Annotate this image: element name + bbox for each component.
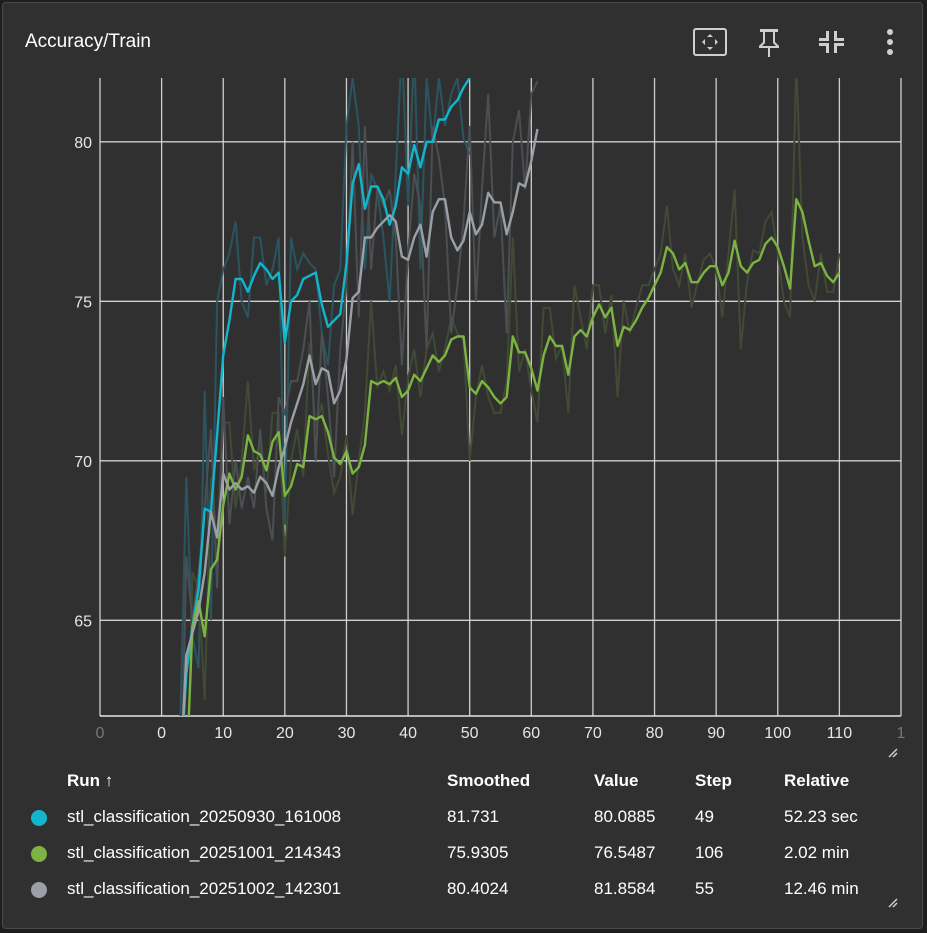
x-tick-label: 1 xyxy=(897,725,906,742)
x-tick-label: 80 xyxy=(646,725,664,742)
run-color-dot xyxy=(31,846,47,862)
raw-series-line xyxy=(180,81,537,763)
fit-domain-icon[interactable] xyxy=(691,23,729,61)
table-row[interactable]: stl_classification_20250930_161008 81.73… xyxy=(3,799,924,835)
smoothed-series-line xyxy=(180,129,537,763)
y-tick-label: 70 xyxy=(74,454,92,471)
smoothed-value: 80.4024 xyxy=(447,879,508,899)
x-tick-label: 100 xyxy=(764,725,791,742)
relative-time: 2.02 min xyxy=(784,843,849,863)
col-header-run[interactable]: Run ↑ xyxy=(67,771,113,791)
y-tick-label: 75 xyxy=(74,294,92,311)
chart-resize-handle[interactable] xyxy=(887,747,899,759)
x-tick-label: 10 xyxy=(214,725,232,742)
run-color-dot xyxy=(31,810,47,826)
x-tick-label: 20 xyxy=(276,725,294,742)
x-tick-label: 90 xyxy=(707,725,725,742)
col-header-relative[interactable]: Relative xyxy=(784,771,849,791)
run-color-dot xyxy=(31,882,47,898)
x-tick-label: 50 xyxy=(461,725,479,742)
x-tick-label: 110 xyxy=(827,725,853,742)
y-tick-label: 65 xyxy=(74,613,92,630)
step-value: 55 xyxy=(695,879,714,899)
x-tick-label: 70 xyxy=(584,725,602,742)
table-resize-handle[interactable] xyxy=(887,897,899,909)
x-tick-label: 60 xyxy=(522,725,540,742)
step-value: 49 xyxy=(695,807,714,827)
run-name: stl_classification_20250930_161008 xyxy=(67,807,341,827)
run-name: stl_classification_20251002_142301 xyxy=(67,879,341,899)
raw-value: 80.0885 xyxy=(594,807,655,827)
x-tick-label: 0 xyxy=(96,725,105,742)
relative-time: 52.23 sec xyxy=(784,807,858,827)
card-title: Accuracy/Train xyxy=(25,31,151,53)
line-chart[interactable]: 0 0 10 20 30 40 50 60 70 80 90 100 110 1 65 70 75 80 xyxy=(3,73,924,763)
x-tick-label: 30 xyxy=(338,725,356,742)
x-tick-label: 40 xyxy=(399,725,417,742)
more-vert-icon[interactable] xyxy=(871,23,909,61)
pin-icon[interactable] xyxy=(750,23,788,61)
relative-time: 12.46 min xyxy=(784,879,859,899)
col-header-value[interactable]: Value xyxy=(594,771,638,791)
table-row[interactable]: stl_classification_20251001_214343 75.93… xyxy=(3,835,924,871)
step-value: 106 xyxy=(695,843,723,863)
card-header: Accuracy/Train xyxy=(3,3,924,75)
raw-value: 76.5487 xyxy=(594,843,655,863)
y-tick-label: 80 xyxy=(74,135,92,152)
col-header-smoothed[interactable]: Smoothed xyxy=(447,771,530,791)
raw-value: 81.8584 xyxy=(594,879,655,899)
table-row[interactable]: stl_classification_20251002_142301 80.40… xyxy=(3,871,924,907)
run-name: stl_classification_20251001_214343 xyxy=(67,843,341,863)
smoothed-value: 75.9305 xyxy=(447,843,508,863)
col-header-step[interactable]: Step xyxy=(695,771,732,791)
collapse-icon[interactable] xyxy=(811,23,849,61)
smoothed-value: 81.731 xyxy=(447,807,499,827)
x-tick-label: 0 xyxy=(157,725,166,742)
